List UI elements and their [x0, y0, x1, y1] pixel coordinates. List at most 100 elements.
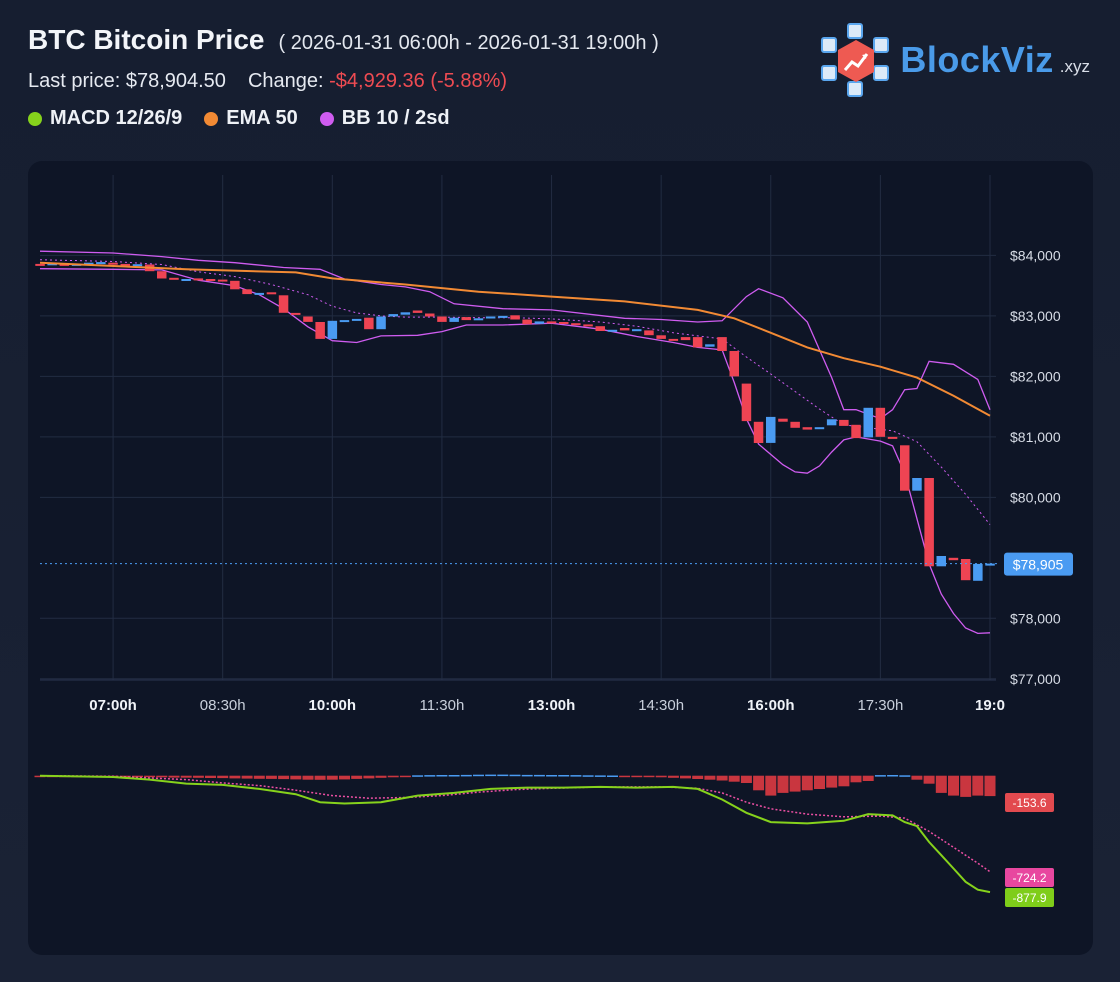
candle — [400, 312, 411, 315]
macd-histogram-bar — [205, 775, 216, 778]
macd-histogram-bar — [253, 775, 265, 779]
macd-histogram-bar — [326, 775, 338, 780]
macd-histogram-bar — [972, 775, 984, 796]
candle — [242, 289, 252, 295]
candle — [960, 559, 971, 581]
macd-line-tag — [1005, 888, 1054, 907]
bb-upper-line — [39, 250, 991, 420]
ema50-line — [39, 261, 991, 417]
macd-histogram-bar — [180, 775, 192, 778]
macd-signal-tag — [1005, 868, 1054, 887]
x-tick-label: 10:00h — [309, 697, 357, 714]
macd-histogram-bar — [497, 774, 509, 777]
candle — [84, 262, 94, 265]
y-tick-label: $83,000 — [1010, 308, 1061, 324]
candle — [546, 321, 557, 324]
macd-histogram-bar — [229, 775, 241, 779]
x-tick-label: 08:30h — [200, 697, 246, 714]
macd-histogram-bar — [619, 775, 631, 778]
macd-signal-tag-label: -724.2 — [1012, 871, 1046, 885]
legend-ema: EMA 50 — [204, 107, 298, 130]
macd-histogram-bar — [132, 775, 143, 778]
candle — [339, 320, 350, 323]
candle — [668, 338, 679, 341]
macd-histogram-bar — [631, 775, 643, 778]
macd-histogram-bar — [217, 775, 229, 779]
macd-histogram-bar — [692, 775, 704, 779]
candle — [412, 310, 423, 313]
macd-histogram-bar — [265, 775, 277, 779]
x-tick-label: 17:30h — [857, 697, 903, 714]
macd-histogram-bar — [826, 775, 838, 788]
candle — [266, 292, 277, 295]
candle — [461, 317, 471, 321]
candle — [291, 312, 301, 315]
candle — [96, 262, 106, 265]
macd-histogram-tag — [1005, 793, 1054, 812]
macd-histogram-bar — [923, 775, 935, 784]
candle — [473, 318, 484, 321]
logo-cube-icon — [821, 23, 890, 97]
macd-histogram-bar — [765, 775, 777, 796]
candle — [924, 478, 934, 567]
candle — [729, 351, 739, 377]
macd-signal-line — [39, 774, 991, 873]
candle — [766, 416, 776, 443]
candle — [254, 292, 264, 295]
price-summary: Last price: $78,904.50 Change: -$4,929.3… — [28, 70, 1092, 93]
candle — [985, 563, 995, 566]
x-tick-label: 16:00h — [747, 697, 795, 714]
candle — [534, 321, 545, 324]
price-chart: 07:00h 08:30h 10:00h 11:30h 13:00h 14:30h 16:0… — [34, 175, 1073, 907]
candle — [35, 263, 45, 266]
macd-histogram-bar — [984, 775, 996, 797]
legend-macd: MACD 12/26/9 — [28, 107, 182, 130]
legend-ema-label: EMA 50 — [226, 107, 298, 129]
chart-header: BTC Bitcoin Price ( 2026-01-31 06:00h - … — [28, 24, 1092, 130]
x-tick-label: 19:0 — [975, 697, 1005, 714]
candle — [205, 279, 216, 281]
macd-histogram-bar — [680, 775, 691, 779]
candle — [826, 419, 837, 426]
candle — [230, 280, 240, 290]
candle — [875, 407, 886, 437]
macd-histogram-bar — [874, 775, 886, 777]
macd-histogram-bar — [460, 774, 472, 777]
macd-histogram-bar — [935, 775, 947, 793]
candle — [973, 563, 983, 581]
macd-histogram-bar — [290, 775, 302, 780]
candle — [948, 557, 959, 561]
last-price: Last price: $78,904.50 — [28, 70, 226, 93]
macd-histogram-bar — [375, 775, 387, 778]
candle — [47, 263, 57, 266]
macd-histogram-bar — [887, 775, 899, 777]
macd-histogram-tag-label: -153.6 — [1012, 796, 1046, 810]
macd-line — [39, 774, 991, 894]
macd-histogram-bar — [582, 775, 594, 777]
macd-histogram-bar — [570, 775, 582, 777]
macd-histogram-bar — [144, 775, 156, 778]
candle — [705, 344, 715, 347]
macd-histogram-bar — [339, 775, 350, 780]
candle — [217, 279, 228, 282]
change-value: -$4,929.36 (-5.88%) — [329, 70, 508, 92]
macd-histogram-bar — [521, 774, 533, 777]
candle — [315, 322, 325, 339]
y-tick-label: $84,000 — [1010, 247, 1061, 263]
macd-histogram-bar — [789, 775, 801, 792]
y-tick-label: $77,000 — [1010, 671, 1061, 687]
candle — [278, 295, 289, 313]
macd-histogram-bar — [387, 775, 399, 778]
macd-histogram-bar — [960, 775, 972, 797]
candle — [632, 329, 642, 332]
candle — [619, 328, 630, 331]
candle — [303, 316, 313, 322]
candle — [790, 421, 800, 428]
indicator-legend: MACD 12/26/9 EMA 50 BB 10 / 2sd — [28, 107, 1092, 130]
candle — [900, 445, 910, 491]
candle — [583, 324, 593, 327]
macd-histogram-bar — [667, 775, 679, 778]
candle — [936, 556, 946, 567]
candle — [169, 277, 179, 280]
macd-histogram-bar — [594, 775, 606, 777]
